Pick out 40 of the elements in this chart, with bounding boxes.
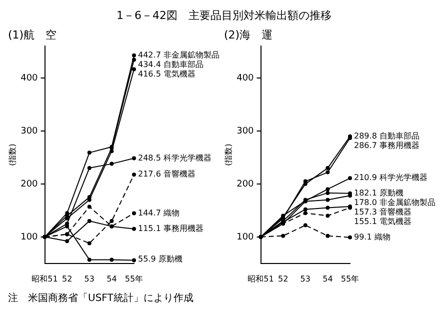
y-tick-label: 200 xyxy=(20,179,38,190)
text: 注 米国商務省「USFT統計」により作成 xyxy=(8,292,194,305)
text: 182.1 原動機 xyxy=(354,188,404,198)
y-tick-label: 300 xyxy=(20,126,38,136)
y-axis-title: (指数) xyxy=(8,144,17,166)
chart-title: (1)航 空 xyxy=(8,28,57,42)
chart-title: (2)海 運 xyxy=(224,28,273,42)
text: 217.6 音響機器 xyxy=(138,170,196,179)
x-tick-label: 昭和51 xyxy=(248,274,274,284)
text: 99.1 織物 xyxy=(354,232,390,242)
x-tick-label: 53 xyxy=(84,274,94,284)
x-tick-label: 54 xyxy=(106,274,117,284)
y-tick-label: 100 xyxy=(236,232,254,242)
text: 416.5 電気機器 xyxy=(138,69,196,78)
text: 1－6－42図 主要品目別対米輸出額の推移 xyxy=(116,8,332,23)
x-tick-label: 昭和51 xyxy=(32,274,58,284)
x-tick-label: 52 xyxy=(62,274,72,284)
text: 144.7 織物 xyxy=(138,208,180,218)
y-tick-label: 300 xyxy=(236,126,254,136)
y-tick-label: 400 xyxy=(236,73,254,84)
text: 434.4 自動車部品 xyxy=(138,60,204,69)
text: 155.1 電気機器 xyxy=(354,216,412,226)
x-tick-label: 52 xyxy=(278,274,288,284)
text: 248.5 科学光学機器 xyxy=(138,153,212,162)
text: 55.9 原動機 xyxy=(138,254,182,264)
text: 442.7 非金属鉱物製品 xyxy=(138,50,220,60)
x-tick-label: 53 xyxy=(300,274,310,284)
x-tick-label: 55年 xyxy=(124,274,144,284)
x-tick-label: 54 xyxy=(322,274,333,284)
text: 289.8 自動車部品 xyxy=(354,131,420,140)
text: 115.1 事務用機器 xyxy=(138,224,204,233)
text: 210.9 科学光学機器 xyxy=(354,173,428,182)
y-tick-label: 100 xyxy=(20,232,38,242)
y-tick-label: 200 xyxy=(236,179,254,190)
text: 286.7 事務用機器 xyxy=(354,140,420,150)
text: 178.0 非金属鉱物製品 xyxy=(354,198,436,207)
y-tick-label: 400 xyxy=(20,73,38,84)
x-tick-label: 55年 xyxy=(340,274,360,284)
y-axis-title: (指数) xyxy=(224,144,233,166)
text: 157.3 音響機器 xyxy=(354,207,412,216)
